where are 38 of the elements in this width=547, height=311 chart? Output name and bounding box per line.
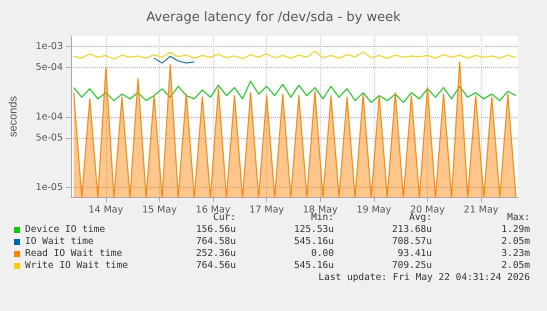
y-tick-label: 1e-03	[36, 40, 63, 52]
text: 252.36u	[196, 248, 236, 260]
text: 545.16u	[294, 236, 334, 248]
text: 1.29m	[501, 224, 530, 236]
x-tick-label: 17 May	[249, 204, 284, 216]
legend-label: IO Wait time	[25, 236, 94, 248]
line-series	[154, 56, 195, 64]
text: 2.05m	[501, 236, 530, 248]
y-tick-label: 1e-05	[36, 182, 63, 193]
text: Last update: Fri May 22 04:31:24 2026	[318, 272, 530, 284]
text: Max:	[507, 212, 530, 224]
x-tick-label: 14 May	[88, 204, 124, 216]
legend-label: Device IO time	[25, 224, 106, 236]
x-tick-label: 15 May	[142, 204, 178, 216]
y-tick-label: 5e-04	[36, 62, 63, 74]
legend-label: Write IO Wait time	[25, 260, 128, 272]
text: 93.41u	[398, 248, 432, 260]
line-series	[73, 80, 516, 103]
x-tick-label: 19 May	[356, 204, 392, 216]
text: 0.00	[311, 248, 334, 260]
text: Avg:	[409, 212, 432, 224]
text: 708.57u	[392, 236, 432, 248]
x-tick-label: 21 May	[464, 204, 499, 216]
y-tick-label: 1e-04	[36, 111, 63, 122]
text: 213.68u	[392, 224, 432, 236]
y-tick-label: 5e-05	[36, 132, 63, 144]
legend-label: Read IO Wait time	[25, 248, 122, 260]
text: 125.53u	[294, 224, 334, 236]
text: 545.16u	[294, 260, 334, 272]
text: 764.56u	[196, 260, 236, 272]
text: 3.23m	[501, 248, 530, 260]
y-axis-title: seconds	[8, 96, 20, 137]
text: 156.56u	[196, 224, 236, 236]
text: 709.25u	[392, 260, 432, 272]
line-series	[73, 50, 516, 60]
chart-title: Average latency for /dev/sda - by week	[146, 10, 402, 25]
text: 764.58u	[196, 236, 236, 248]
text: 2.05m	[501, 260, 530, 272]
